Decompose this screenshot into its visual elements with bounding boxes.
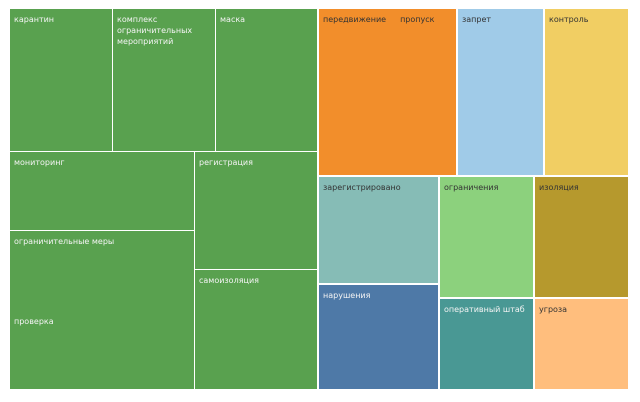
cell-label: контроль (549, 15, 589, 24)
cell-label: передвижение (323, 15, 387, 24)
treemap-cell-ogranichitelnye-mery[interactable]: ограничительные меры (10, 231, 194, 311)
cell-label: самоизоляция (199, 276, 259, 285)
treemap-cell-ugroza[interactable]: угроза (535, 299, 628, 389)
treemap-cell-maska[interactable]: маска (216, 9, 317, 151)
cell-label: нарушения (323, 291, 371, 300)
cell-label: ограничительные меры (14, 237, 115, 246)
cell-label: мониторинг (14, 158, 65, 167)
treemap-cell-izolyaciya[interactable]: изоляция (535, 177, 628, 297)
cell-label: угроза (539, 305, 568, 314)
treemap-cell-monitoring[interactable]: мониторинг (10, 152, 194, 230)
cell-label: карантин (14, 15, 55, 24)
treemap-cell-registraciya[interactable]: регистрация (195, 152, 317, 269)
cell-label: маска (220, 15, 246, 24)
cell-label-propusk: пропуск (400, 15, 435, 24)
cell-label: ограничения (444, 183, 499, 192)
treemap-cell-karantin[interactable]: карантин (10, 9, 112, 151)
treemap-cell-proverka[interactable]: проверка (10, 311, 194, 389)
cell-label: запрет (462, 15, 492, 24)
treemap-cell-peredvizhenie[interactable]: передвижение пропуск (319, 9, 456, 175)
cell-label: оперативный штаб (444, 305, 525, 314)
treemap-cell-samoizolyaciya[interactable]: самоизоляция (195, 270, 317, 389)
treemap-cell-zapret[interactable]: запрет (458, 9, 543, 175)
treemap-cell-narusheniya[interactable]: нарушения (319, 285, 438, 389)
cell-label: зарегистрировано (323, 183, 401, 192)
treemap-cell-kontrol[interactable]: контроль (545, 9, 628, 175)
treemap-cell-kompleks[interactable]: комплекс ограничительных мероприятий (113, 9, 215, 151)
treemap-cell-zaregistrirovano[interactable]: зарегистрировано (319, 177, 438, 283)
cell-label: изоляция (539, 183, 579, 192)
treemap-cell-ogranicheniya[interactable]: ограничения (440, 177, 533, 297)
cell-label: комплекс ограничительных мероприятий (117, 15, 193, 46)
cell-label: проверка (14, 317, 54, 326)
treemap-cell-operativnyi-shtab[interactable]: оперативный штаб (440, 299, 533, 389)
cell-label: регистрация (199, 158, 253, 167)
